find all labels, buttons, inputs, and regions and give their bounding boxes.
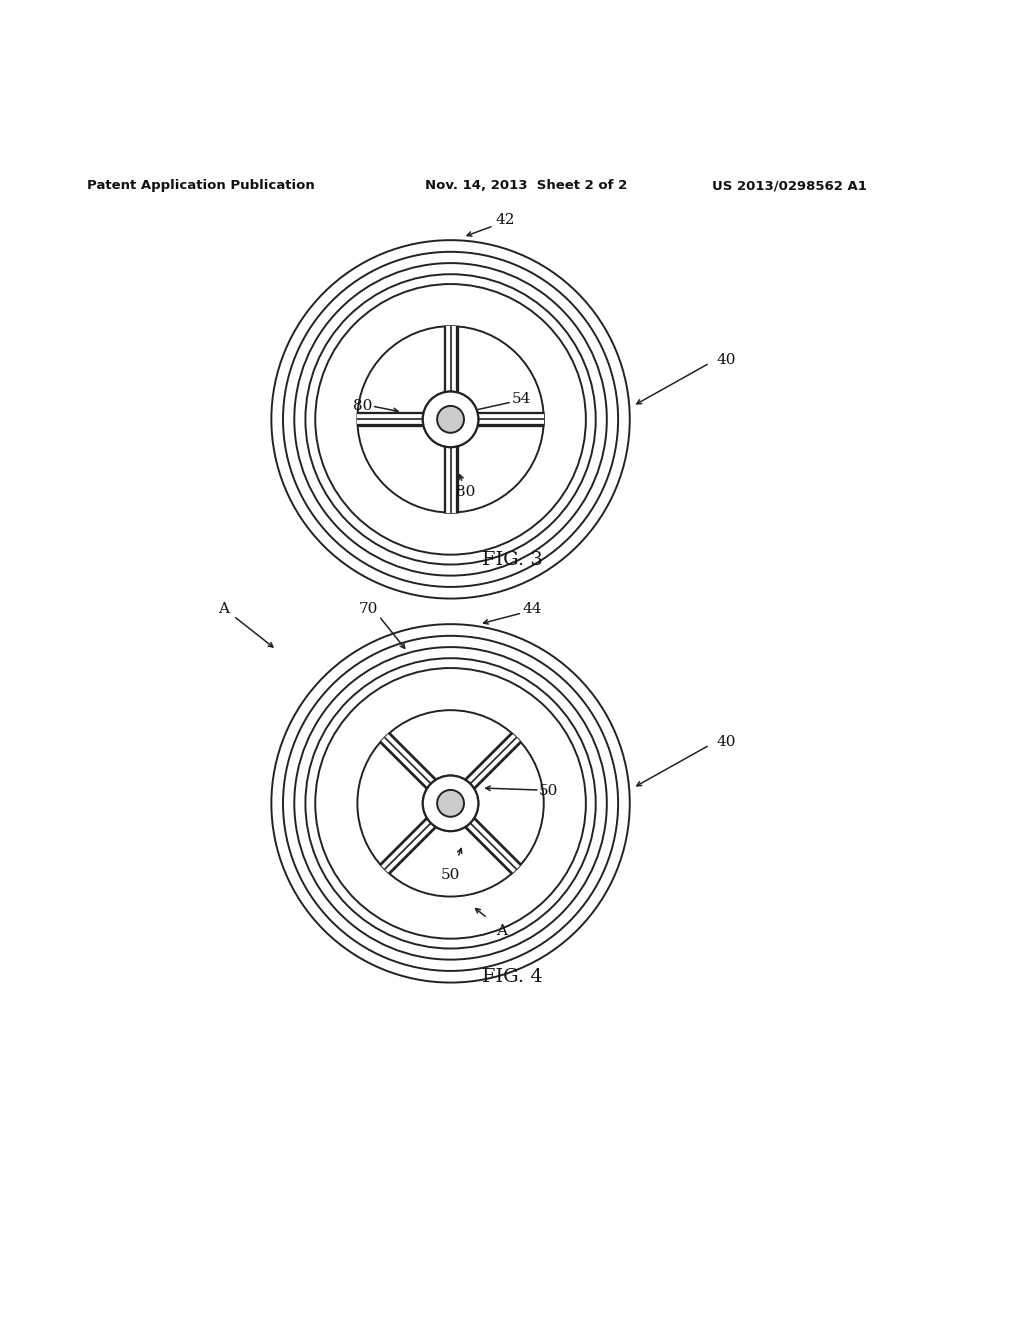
Circle shape bbox=[423, 392, 478, 447]
Text: 42: 42 bbox=[495, 213, 515, 227]
Text: 54: 54 bbox=[512, 392, 530, 405]
Text: FIG. 3: FIG. 3 bbox=[481, 550, 543, 569]
Text: 40: 40 bbox=[717, 352, 736, 367]
Text: Patent Application Publication: Patent Application Publication bbox=[87, 180, 314, 193]
Text: 80: 80 bbox=[353, 399, 372, 413]
Text: Nov. 14, 2013  Sheet 2 of 2: Nov. 14, 2013 Sheet 2 of 2 bbox=[425, 180, 628, 193]
Text: 80: 80 bbox=[457, 484, 475, 499]
Text: 70: 70 bbox=[359, 602, 378, 616]
Text: A: A bbox=[497, 924, 507, 939]
Circle shape bbox=[423, 776, 478, 832]
Circle shape bbox=[357, 710, 544, 896]
Text: 40: 40 bbox=[717, 735, 736, 748]
Text: 50: 50 bbox=[441, 869, 460, 882]
Circle shape bbox=[423, 776, 478, 832]
Circle shape bbox=[423, 392, 478, 447]
Circle shape bbox=[437, 407, 464, 433]
Text: FIG. 4: FIG. 4 bbox=[481, 969, 543, 986]
Text: 50: 50 bbox=[540, 784, 558, 799]
Text: US 2013/0298562 A1: US 2013/0298562 A1 bbox=[712, 180, 866, 193]
Text: A: A bbox=[218, 602, 228, 616]
Circle shape bbox=[357, 326, 544, 512]
Circle shape bbox=[437, 789, 464, 817]
Text: 44: 44 bbox=[522, 602, 543, 616]
